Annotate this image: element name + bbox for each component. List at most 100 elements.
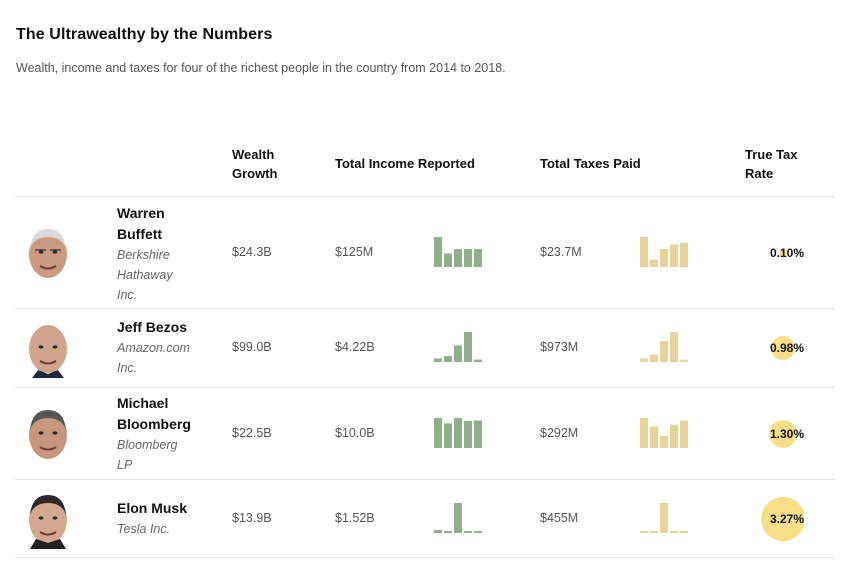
left-eye [38,345,44,349]
right-eye [52,515,58,520]
person-name-line: Warren [117,205,165,221]
income-value: $1.52B [335,510,375,525]
taxes-sparkline-bar-3 [660,248,668,267]
taxes-sparkline [640,417,688,448]
person-name-line: Elon Musk [117,500,188,516]
mouth [39,530,57,535]
taxes-sparkline-bar-1 [640,358,648,362]
income-sparkline [434,236,482,267]
tax-rate-bubble [761,496,804,541]
taxes-sparkline-bar-1 [640,530,648,533]
tax-rate-cell: 0.98% [740,324,804,372]
hair-shape [30,228,66,249]
tax-rate-cell: 0.10% [740,229,804,277]
person-name: Warren Buffett [117,203,217,245]
header-true-tax-rate-line1: True Tax [745,147,798,162]
right-eye [52,430,58,435]
tax-rate-circle [769,419,797,448]
chart-subtitle: Wealth, income and taxes for four of the… [16,61,506,75]
warren-buffett-portrait [29,228,67,278]
face-shape [29,325,67,373]
wealth-growth-value: $22.5B [232,425,272,440]
wealth-growth-value: $99.0B [232,340,272,354]
income-sparkline-bar-5 [474,248,482,267]
divider [15,557,835,558]
tax-rate-bubble [779,248,787,257]
tax-rate-value: 0.10% [769,245,804,260]
income-sparkline [434,502,482,533]
income-value: $10.0B [335,425,375,440]
income-sparkline-bar-2 [444,530,452,533]
income-sparkline-bar-3 [454,345,462,362]
hair-shape [30,409,66,430]
income-sparkline-bar-5 [474,359,482,362]
income-sparkline-bar-2 [444,253,452,267]
tax-rate-value: 0.98% [769,341,804,355]
taxes-sparkline-bar-3 [660,502,668,533]
income-sparkline-bar-2 [444,356,452,362]
mouth [39,445,57,450]
header-wealth-growth-line1: Wealth [232,147,275,162]
company-name: Amazon.com Inc. [117,338,217,378]
taxes-sparkline-bar-5 [680,242,688,267]
left-eye [38,515,44,520]
header-true-tax-rate: True Tax Rate [745,145,798,183]
taxes-sparkline-bar-5 [680,419,688,448]
taxes-sparkline [640,236,688,267]
income-sparkline-bar-4 [464,420,472,448]
taxes-sparkline-bar-2 [650,530,658,533]
header-true-tax-rate-line2: Rate [745,166,774,181]
income-sparkline-bar-5 [474,419,482,448]
income-value: $125M [335,244,374,259]
income-sparkline-bar-3 [454,417,462,448]
person-name-line: Buffett [117,226,163,242]
mouth [39,360,57,365]
taxes-sparkline-bar-2 [650,259,658,267]
header-wealth-growth-line2: Growth [232,166,278,181]
tax-rate-circle [779,248,787,257]
company-name-line: Tesla Inc. [117,522,171,536]
taxes-sparkline [640,332,688,362]
income-sparkline-bar-4 [464,248,472,267]
right-eye [52,249,58,254]
taxes-sparkline-bar-5 [680,530,688,533]
elon-musk-portrait [29,494,67,549]
person-name: Elon Musk [117,498,217,519]
right-eye [52,345,58,349]
person-name-line: Jeff Bezos [117,319,188,335]
left-eye [38,430,44,435]
tax-rate-cell: 1.30% [740,410,804,458]
income-sparkline [434,332,482,362]
taxes-sparkline-bar-4 [670,530,678,533]
company-name: Bloomberg LP [117,435,217,475]
income-sparkline-bar-4 [464,332,472,362]
tax-rate-circle [761,496,804,541]
company-name-line: Amazon.com [117,341,190,355]
tax-rate-cell: 3.27% [740,495,804,543]
taxes-value: $23.7M [540,244,582,259]
jeff-bezos-portrait [29,325,67,378]
divider [15,479,835,480]
header-wealth-growth: Wealth Growth [232,145,278,183]
taxes-sparkline-bar-4 [670,424,678,448]
tax-rate-value: 3.27% [769,511,804,526]
taxes-sparkline-bar-2 [650,425,658,448]
company-name-line: Inc. [117,288,138,302]
taxes-sparkline-bar-2 [650,354,658,362]
income-sparkline-bar-3 [454,502,462,533]
header-total-taxes: Total Taxes Paid [540,156,641,171]
company-name-line: Berkshire [117,248,170,262]
taxes-sparkline-bar-3 [660,435,668,448]
header-total-income: Total Income Reported [335,156,475,171]
tax-rate-circle [770,335,796,361]
income-sparkline-bar-4 [464,530,472,533]
collar-shape [30,538,66,549]
income-sparkline-bar-1 [434,417,442,448]
income-sparkline-bar-5 [474,530,482,533]
person-name: Michael Bloomberg [117,393,217,435]
tax-rate-value: 1.30% [769,426,804,441]
taxes-sparkline-bar-1 [640,236,648,267]
divider [15,196,835,197]
person-name-line: Michael [117,395,169,411]
face-shape [29,229,67,278]
